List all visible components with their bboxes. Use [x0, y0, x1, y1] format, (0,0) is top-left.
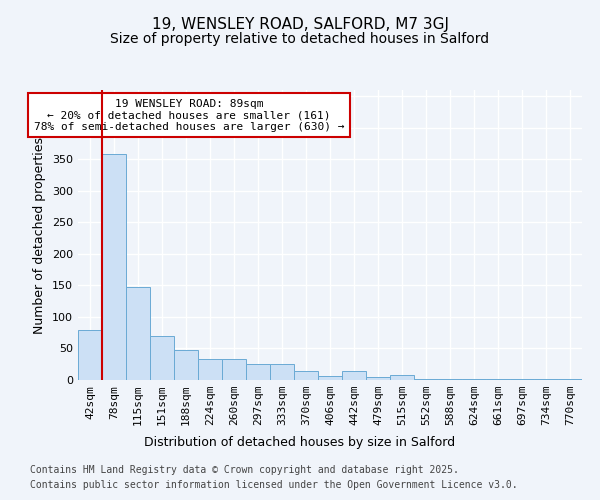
- Bar: [438, 378, 462, 380]
- Bar: [342, 370, 366, 380]
- Bar: [246, 364, 270, 380]
- Bar: [366, 377, 390, 380]
- Bar: [150, 336, 174, 380]
- Bar: [270, 364, 294, 380]
- Bar: [510, 378, 534, 380]
- Text: Contains public sector information licensed under the Open Government Licence v3: Contains public sector information licen…: [30, 480, 518, 490]
- Bar: [462, 378, 486, 380]
- Bar: [390, 375, 414, 380]
- Bar: [222, 359, 246, 380]
- Y-axis label: Number of detached properties: Number of detached properties: [34, 136, 46, 334]
- Text: 19 WENSLEY ROAD: 89sqm
← 20% of detached houses are smaller (161)
78% of semi-de: 19 WENSLEY ROAD: 89sqm ← 20% of detached…: [34, 98, 344, 132]
- Bar: [102, 154, 126, 380]
- Text: Distribution of detached houses by size in Salford: Distribution of detached houses by size …: [145, 436, 455, 449]
- Bar: [414, 378, 438, 380]
- Bar: [534, 378, 558, 380]
- Bar: [486, 378, 510, 380]
- Text: Contains HM Land Registry data © Crown copyright and database right 2025.: Contains HM Land Registry data © Crown c…: [30, 465, 459, 475]
- Bar: [78, 330, 102, 380]
- Bar: [294, 370, 318, 380]
- Bar: [174, 350, 198, 380]
- Bar: [318, 376, 342, 380]
- Bar: [558, 378, 582, 380]
- Text: Size of property relative to detached houses in Salford: Size of property relative to detached ho…: [110, 32, 490, 46]
- Bar: [126, 286, 150, 380]
- Text: 19, WENSLEY ROAD, SALFORD, M7 3GJ: 19, WENSLEY ROAD, SALFORD, M7 3GJ: [151, 18, 449, 32]
- Bar: [198, 359, 222, 380]
